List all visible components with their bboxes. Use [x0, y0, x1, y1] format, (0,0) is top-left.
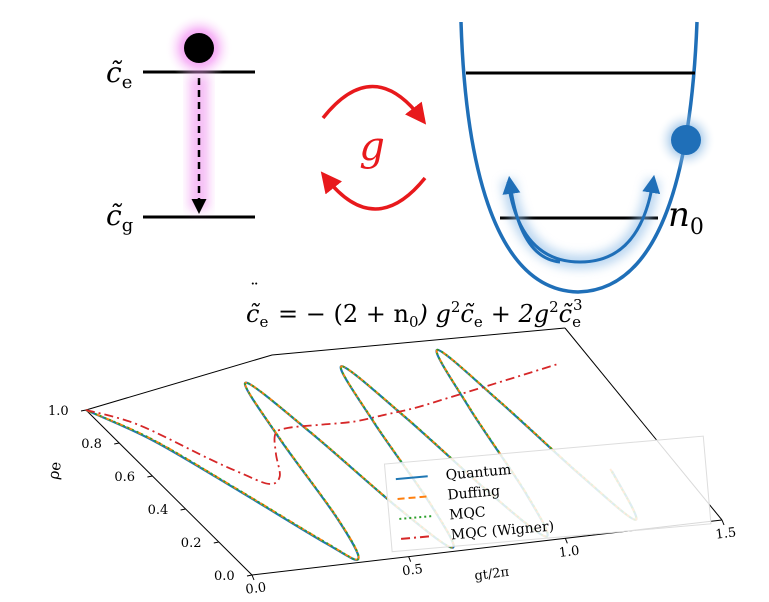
- x-tick-mark: [721, 519, 725, 526]
- equation-lhs: c̃e: [246, 300, 268, 331]
- x-tick-label: 1.5: [715, 525, 737, 542]
- x-axis-label: gt/2π: [474, 565, 511, 584]
- legend-swatch: [400, 535, 434, 540]
- series-line-mqc: [85, 348, 638, 561]
- oscillation-arrow: [506, 174, 661, 264]
- y-tick-mark: [213, 541, 219, 544]
- y-tick-label: 0.6: [114, 470, 135, 485]
- chart: 0.00.51.01.50.00.20.40.60.81.0 gt/2π ρe …: [44, 327, 737, 598]
- coupling: g: [320, 84, 427, 211]
- axis-ticks: 0.0 0.5 1.0 1.5 0.0 0.2 0.4 0.6 0.8 1.0: [48, 404, 737, 598]
- legend-box: [383, 435, 712, 553]
- legend-label: Duffing: [447, 483, 501, 504]
- legend-label: MQC: [449, 504, 487, 523]
- series-lines: [85, 348, 638, 561]
- y-tick-label: 1.0: [48, 404, 69, 419]
- x-tick-mark: [564, 538, 568, 544]
- y-tick-mark: [246, 574, 253, 577]
- coupling-arrow-top: [321, 84, 427, 125]
- ground-label: c̃g: [106, 199, 133, 236]
- y-tick-mark: [180, 508, 186, 511]
- y-tick-mark: [114, 442, 120, 445]
- x-tick-mark: [251, 574, 255, 581]
- coupling-arrow-bottom: [320, 171, 427, 211]
- y-tick-label: 0.4: [148, 503, 169, 518]
- legend-swatch: [399, 515, 432, 520]
- oscillator: n0: [459, 21, 716, 294]
- legend-swatch: [397, 495, 430, 501]
- equation: c̃e ¨ = − (2 + n0) g2c̃e + 2g2c̃e3: [246, 280, 583, 331]
- oscillation-glow: [501, 178, 660, 270]
- y-tick-label: 0.8: [81, 437, 102, 452]
- two-level-system: c̃e c̃g: [106, 14, 255, 236]
- oscillator-label: n0: [668, 195, 704, 240]
- plot-frame-back: [85, 327, 566, 411]
- x-tick-label: 1.0: [558, 544, 580, 561]
- y-tick-mark: [80, 409, 87, 412]
- legend-swatch: [395, 475, 428, 481]
- equation-rhs: = − (2 + n0) g2c̃e + 2g2c̃e3: [278, 296, 583, 331]
- series-line-mqc-wigner: [85, 363, 559, 485]
- legend-label: Quantum: [445, 462, 512, 484]
- excited-label: c̃e: [106, 56, 132, 93]
- y-axis-line: [85, 409, 253, 576]
- equation-lhs-dots: ¨: [250, 280, 259, 301]
- excited-particle: [184, 33, 214, 63]
- x-tick-label: 0.5: [401, 562, 423, 579]
- oscillation-arrow-back: [502, 175, 561, 264]
- x-tick-mark: [408, 556, 412, 562]
- y-tick-label: 0.0: [214, 569, 235, 584]
- y-tick-label: 0.2: [181, 536, 202, 551]
- x-tick-label: 0.0: [245, 580, 267, 597]
- oscillator-particle: [671, 125, 701, 155]
- y-tick-mark: [147, 475, 153, 478]
- y-axis-label: ρe: [44, 460, 65, 481]
- coupling-label: g: [359, 124, 385, 170]
